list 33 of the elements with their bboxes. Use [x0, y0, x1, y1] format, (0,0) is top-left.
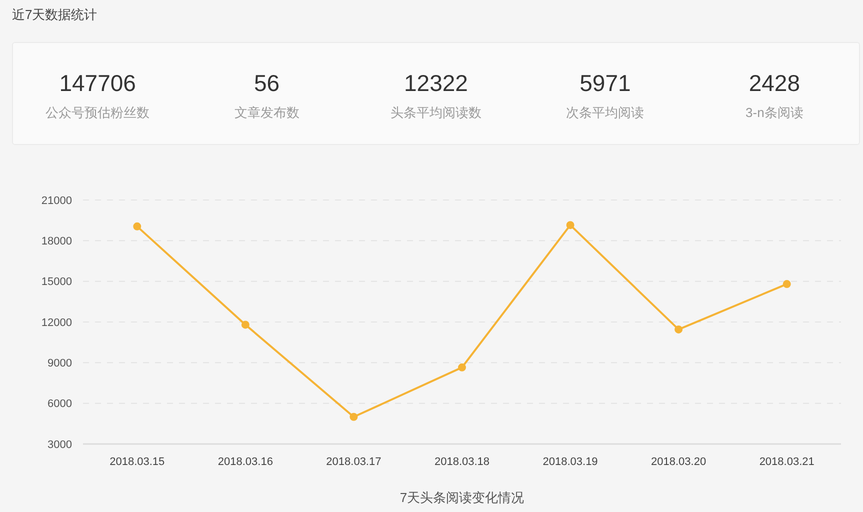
data-label: 147706	[59, 70, 136, 96]
category-label: 次条平均阅读	[566, 105, 644, 120]
point	[241, 320, 250, 329]
y-tick-label: 3000	[48, 438, 72, 451]
y-tick-label: 18000	[41, 236, 72, 248]
x-tick-label: 2018.03.21	[759, 456, 814, 468]
y-tick-label: 12000	[41, 316, 72, 329]
x-tick-label: 2018.03.16	[218, 456, 273, 468]
y-tick-label: 9000	[48, 358, 72, 370]
point	[782, 280, 791, 288]
point	[133, 222, 142, 230]
category-label: 文章发布数	[234, 105, 300, 120]
x-axis-title: 7天头条阅读变化情况	[400, 490, 524, 505]
x-tick-label: 2018.03.17	[326, 456, 382, 468]
point	[458, 363, 466, 372]
data-label: 12322	[404, 70, 468, 96]
point	[350, 412, 358, 421]
data-label: 2428	[748, 70, 800, 96]
x-tick-label: 2018.03.20	[651, 456, 706, 468]
text: 近7天数据统计	[12, 6, 98, 24]
x-tick-label: 2018.03.18	[434, 456, 490, 468]
y-tick-label: 21000	[41, 194, 72, 207]
x-tick-label: 2018.03.19	[542, 456, 598, 468]
point	[566, 221, 574, 230]
data-label: 56	[254, 70, 280, 96]
point	[674, 325, 683, 334]
x-tick-label: 2018.03.15	[110, 456, 165, 468]
category-label: 3-n条阅读	[746, 105, 804, 120]
y-tick-label: 15000	[41, 276, 72, 288]
data-label: 5971	[580, 70, 631, 96]
category-label: 头条平均阅读数	[390, 105, 482, 120]
y-tick-label: 6000	[48, 398, 72, 410]
category-label: 公众号预估粉丝数	[46, 105, 150, 120]
